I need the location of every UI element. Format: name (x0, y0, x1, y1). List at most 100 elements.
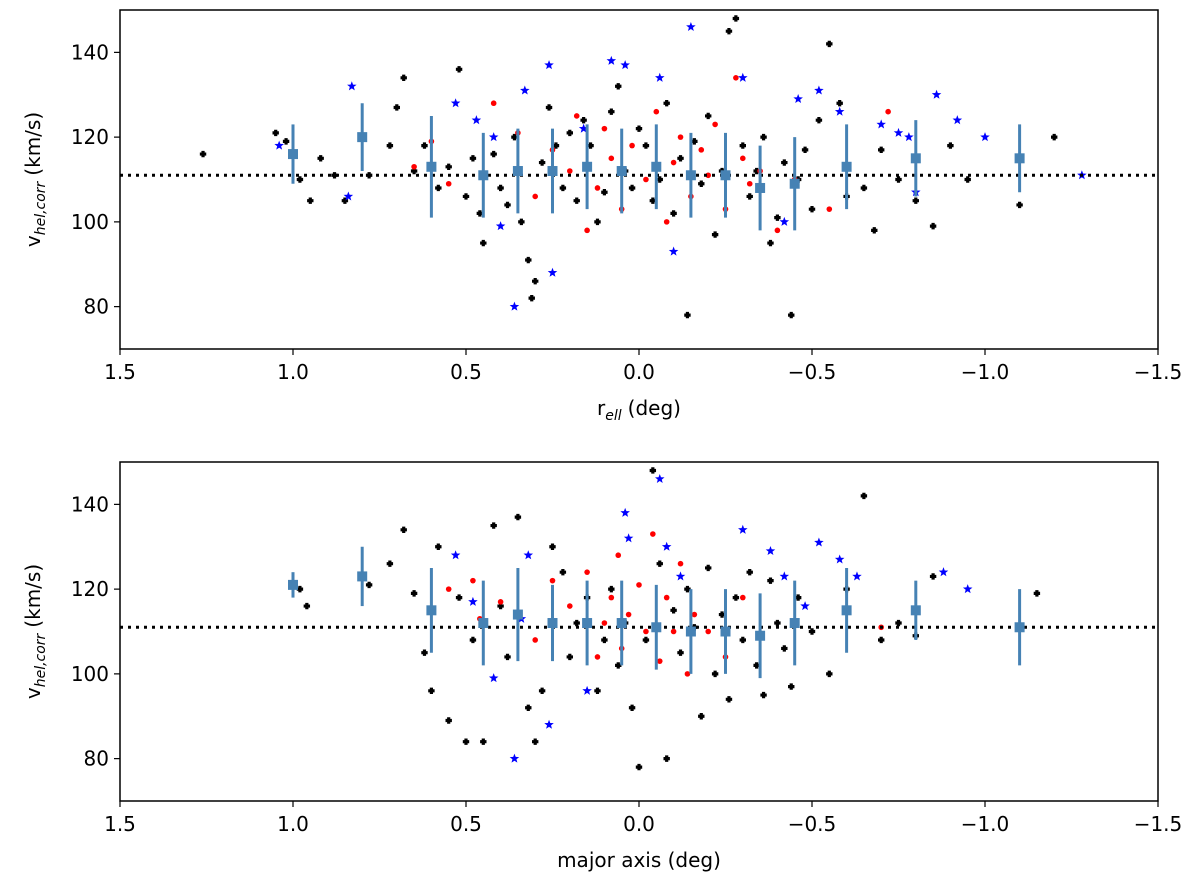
bottom-panel-blue-star-point (765, 545, 776, 556)
top-panel-black-cross-point (677, 155, 684, 162)
top-panel-black-cross-point (788, 311, 795, 319)
top-panel-black-cross-point (421, 142, 428, 149)
top-panel-black-cross-point (552, 142, 560, 149)
bottom-panel-blue-star-point (544, 719, 554, 729)
top-panel-binned-mean (755, 182, 766, 193)
top-panel-black-cross-point (272, 129, 279, 137)
top-panel-black-cross-point (691, 138, 698, 145)
top-panel-y-tick-label: 80 (84, 295, 109, 319)
top-panel-y-axis-label-main: v (21, 235, 45, 247)
bottom-panel-blue-star-point (623, 533, 634, 543)
bottom-panel-black-cross-point (826, 670, 833, 678)
top-panel-binned-mean (547, 166, 558, 177)
top-panel-black-cross-point (1016, 201, 1023, 209)
top-panel-black-cross-point (725, 27, 733, 35)
top-panel-black-cross-point (455, 66, 463, 73)
bottom-panel-red-dot-point (740, 594, 746, 601)
bottom-panel-black-cross-point (732, 594, 740, 601)
bottom-panel-x-tick-label: −1.0 (961, 812, 1010, 836)
bottom-panel-blue-star-point (800, 601, 810, 611)
top-panel-x-tick-label: −1.5 (1134, 360, 1183, 384)
bottom-panel-y-tick-label: 140 (71, 492, 109, 516)
bottom-panel-black-cross-point (929, 573, 937, 580)
top-panel-blue-star-point (814, 85, 824, 95)
top-panel-black-cross-point (601, 189, 608, 196)
bottom-panel-black-cross-point (781, 645, 788, 652)
top-panel-black-cross-point (573, 197, 580, 204)
top-panel-black-cross-point (199, 150, 207, 158)
bottom-panel-y-axis-label-main: v (21, 687, 45, 699)
top-panel-red-dot-point (490, 100, 497, 107)
bottom-panel-y-axis-label: vhel,corr (km/s) (21, 564, 49, 699)
bottom-panel-binned-mean (720, 626, 731, 637)
top-panel-black-cross-point (878, 146, 885, 154)
bottom-panel-black-cross-point (794, 594, 802, 601)
bottom-panel-black-cross-point (684, 585, 691, 593)
top-panel-red-dot-point (601, 125, 608, 132)
top-panel-black-cross-point (615, 83, 622, 90)
bottom-panel-binned-mean (426, 605, 437, 616)
bottom-panel-black-cross-point (760, 691, 767, 699)
top-panel-black-cross-point (580, 116, 587, 124)
top-panel-blue-star-point (578, 123, 589, 133)
top-panel-black-cross-point (545, 104, 553, 111)
bottom-panel-black-cross-point (663, 755, 670, 762)
top-panel-black-cross-point (317, 155, 324, 162)
bottom-panel-black-cross-point (608, 585, 615, 593)
bottom-panel-binned-mean (651, 622, 662, 633)
top-panel-black-cross-point (649, 197, 657, 204)
top-panel-black-cross-point (895, 176, 902, 183)
top-panel-black-cross-point (400, 74, 407, 81)
bottom-panel-binned-mean (357, 571, 368, 582)
top-panel-black-cross-point (518, 218, 525, 226)
top-panel-blue-star-point (876, 119, 886, 129)
bottom-panel-red-dot-point (549, 577, 556, 584)
bottom-panel-blue-star-point (814, 537, 824, 547)
bottom-panel-blue-star-point (738, 524, 748, 534)
bottom-panel-black-cross-point (878, 636, 885, 644)
bottom-panel-blue-star-point (655, 473, 665, 483)
top-panel-black-cross-point (587, 142, 594, 149)
top-panel-red-dot-point (594, 185, 601, 191)
bottom-panel-blue-star-point (509, 753, 520, 763)
top-panel-black-cross-point (532, 278, 539, 285)
bottom-panel-black-cross-point (566, 653, 573, 661)
top-panel-red-dot-point (653, 108, 660, 115)
top-panel-x-tick-label: 1.5 (104, 360, 136, 384)
top-panel-blue-star-point (547, 267, 558, 277)
bottom-panel-blue-star-point (779, 571, 790, 581)
bottom-panel-black-cross-point (594, 687, 601, 695)
bottom-panel-black-cross-point (435, 543, 442, 550)
top-panel-binned-mean (720, 170, 731, 181)
bottom-panel-blue-star-point (450, 550, 461, 560)
top-panel-y-tick-label: 120 (71, 125, 109, 149)
top-panel-black-cross-point (746, 193, 753, 200)
bottom-panel-black-cross-point (303, 602, 311, 610)
top-panel-black-cross-point (705, 112, 712, 120)
bottom-panel-black-cross-point (739, 636, 746, 644)
top-panel-black-cross-point (760, 133, 767, 141)
bottom-panel-black-cross-point (386, 560, 394, 567)
top-panel-binned-mean (478, 170, 489, 181)
top-panel-red-dot-point (532, 193, 538, 200)
top-panel-blue-star-point (655, 72, 665, 82)
bottom-panel-red-dot-point (650, 531, 656, 537)
bottom-panel-x-tick-label: −0.5 (788, 812, 837, 836)
top-panel-blue-star-point (738, 72, 748, 82)
bottom-panel-black-cross-point (504, 653, 511, 661)
top-panel-red-dot-point (608, 155, 615, 162)
bottom-panel-binned-mean (616, 618, 627, 629)
bottom-panel-black-cross-point (455, 594, 463, 601)
bottom-panel-red-dot-point (625, 611, 632, 618)
top-panel-black-cross-point (670, 210, 677, 217)
top-panel-black-cross-point (490, 150, 497, 158)
bottom-panel-black-cross-point (549, 543, 556, 550)
top-panel-black-cross-point (871, 227, 878, 234)
bottom-panel-frame (119, 461, 1159, 802)
top-panel-binned-mean (1014, 153, 1025, 164)
top-panel-black-cross-point (808, 205, 816, 213)
top-panel-black-cross-point (445, 163, 452, 170)
bottom-panel-black-cross-point (573, 619, 580, 627)
top-panel-blue-star-point (274, 140, 284, 150)
bottom-panel-red-dot-point (567, 603, 573, 609)
